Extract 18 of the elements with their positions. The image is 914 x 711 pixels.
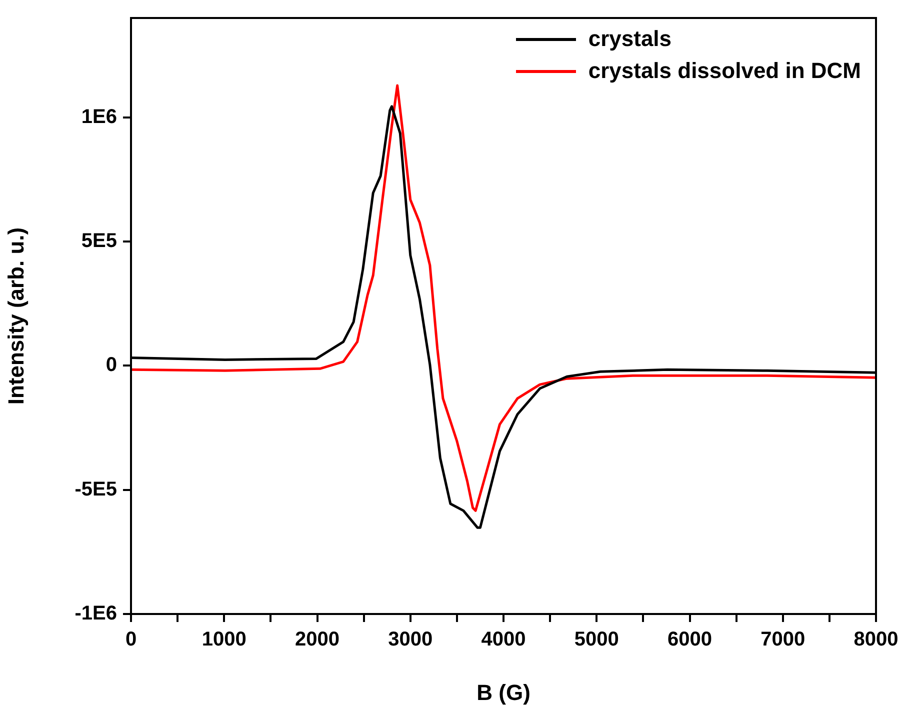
y-tick-label: -1E6 <box>74 602 117 625</box>
x-tick-label: 3000 <box>388 628 433 651</box>
x-tick-label: 7000 <box>760 628 806 651</box>
y-tick-label: 0 <box>106 354 117 376</box>
y-tick-label: 1E6 <box>81 106 117 128</box>
x-tick-label: 0 <box>125 628 137 651</box>
y-tick-label: -5E5 <box>74 478 117 500</box>
x-tick-label: 5000 <box>574 628 619 651</box>
x-tick-label: 1000 <box>202 628 246 651</box>
y-tick-label: 5E5 <box>81 230 117 252</box>
legend-label: crystals dissolved in DCM <box>588 58 861 84</box>
x-axis-title: B (G) <box>476 680 530 705</box>
y-axis-title: Intensity (arb. u.) <box>3 227 28 405</box>
x-tick-label: 6000 <box>668 628 712 651</box>
legend-label: crystals <box>588 26 672 52</box>
x-tick-label: 8000 <box>854 628 898 651</box>
x-tick-label: 2000 <box>295 628 340 651</box>
x-tick-label: 4000 <box>481 628 526 651</box>
